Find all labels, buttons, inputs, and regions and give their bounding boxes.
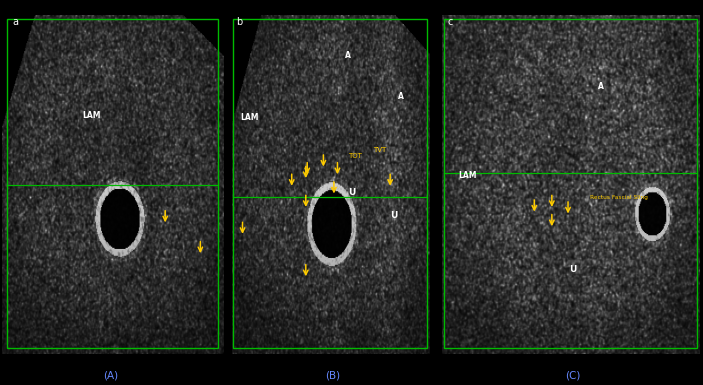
Bar	[444, 19, 697, 348]
Text: (B): (B)	[325, 370, 340, 380]
Text: b: b	[236, 17, 243, 27]
Text: U: U	[348, 188, 355, 197]
Text: (C): (C)	[565, 370, 581, 380]
Text: A: A	[598, 82, 604, 91]
Text: LAM: LAM	[82, 111, 101, 120]
Text: A: A	[398, 92, 404, 101]
Bar	[7, 19, 218, 348]
Text: TOT: TOT	[348, 153, 362, 159]
Text: U: U	[390, 211, 397, 220]
Text: Rectus Fascial Sling: Rectus Fascial Sling	[590, 195, 647, 199]
Text: c: c	[447, 17, 453, 27]
Text: (A): (A)	[103, 370, 119, 380]
Text: A: A	[345, 51, 351, 60]
Text: U: U	[569, 265, 576, 274]
Bar	[233, 19, 427, 348]
Text: a: a	[13, 17, 19, 27]
Text: LAM: LAM	[458, 171, 477, 180]
Text: TVT: TVT	[373, 147, 386, 153]
Text: LAM: LAM	[240, 113, 259, 122]
